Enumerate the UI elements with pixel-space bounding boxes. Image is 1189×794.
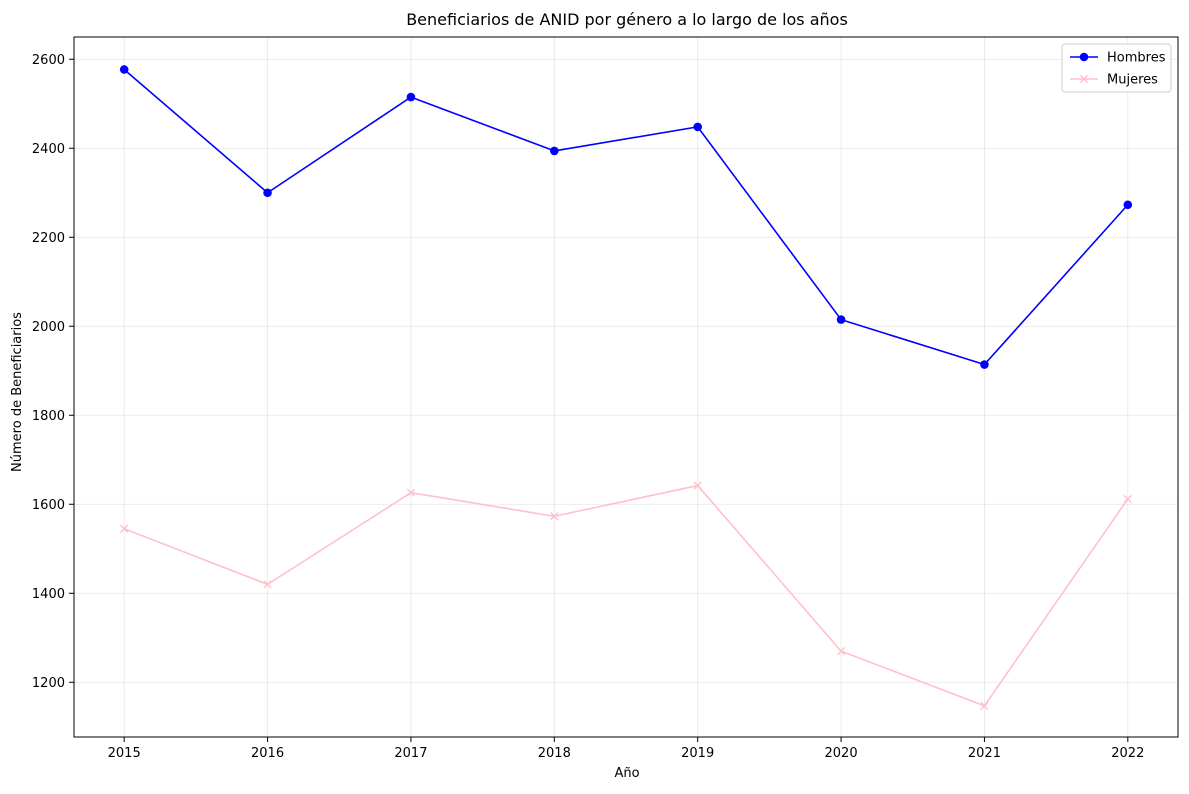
series-line xyxy=(123,484,1129,707)
x-tick-label: 2018 xyxy=(538,746,571,761)
x-tick-label: 2022 xyxy=(1111,746,1144,761)
x-tick-label: 2019 xyxy=(681,746,714,761)
data-point xyxy=(406,488,416,497)
x-tick-label: 2021 xyxy=(968,746,1001,761)
legend-label: Mujeres xyxy=(1107,73,1158,88)
y-tick-label: 2000 xyxy=(32,320,65,335)
y-tick-label: 2400 xyxy=(32,142,65,157)
y-tick-label: 1600 xyxy=(32,498,65,513)
legend-entry-mujeres: Mujeres xyxy=(1070,73,1158,88)
data-point xyxy=(1123,494,1132,504)
y-tick-label: 1800 xyxy=(32,409,65,424)
y-tick-label: 1200 xyxy=(32,676,65,691)
legend-label: Hombres xyxy=(1107,51,1166,66)
series-layer xyxy=(119,65,1133,710)
x-marker-stroke xyxy=(263,580,272,589)
x-marker-stroke xyxy=(1123,494,1132,504)
data-point xyxy=(263,188,272,198)
x-marker-stroke xyxy=(836,647,846,656)
data-point xyxy=(980,701,989,710)
x-marker-stroke xyxy=(406,488,416,497)
axes: 2015 2016 2017 2018 2019 2020 2021 2022 1200 1400… xyxy=(32,36,1179,761)
data-point xyxy=(550,512,559,521)
data-point xyxy=(836,315,846,324)
y-tick-label: 2600 xyxy=(32,53,65,68)
x-marker-stroke xyxy=(693,481,702,490)
legend-marker xyxy=(1079,74,1089,84)
x-axis-label: Año xyxy=(614,766,639,781)
series-mujeres xyxy=(120,481,1132,710)
data-point xyxy=(693,481,702,490)
x-tick-label: 2016 xyxy=(251,746,284,761)
data-point xyxy=(836,647,846,656)
x-tick-label: 2017 xyxy=(394,746,427,761)
legend-marker xyxy=(1079,52,1089,62)
legend-entry-hombres: Hombres xyxy=(1070,51,1166,66)
legend: Hombres Mujeres xyxy=(1061,43,1172,93)
data-point xyxy=(263,580,272,589)
grid xyxy=(74,37,1178,737)
data-point xyxy=(406,92,416,102)
y-axis-label: Número de Beneficiarios xyxy=(10,312,25,472)
legend-box xyxy=(1061,43,1172,93)
x-tick-label: 2020 xyxy=(825,746,858,761)
data-point xyxy=(980,360,989,369)
x-tick-label: 2015 xyxy=(108,746,141,761)
data-point xyxy=(120,524,129,533)
x-marker-stroke xyxy=(120,524,129,533)
series-hombres xyxy=(119,65,1133,369)
plot-frame xyxy=(73,36,1179,738)
series-line xyxy=(123,68,1129,366)
x-marker-stroke xyxy=(550,512,559,521)
x-marker-stroke xyxy=(980,701,989,710)
data-point xyxy=(550,146,559,156)
data-point xyxy=(693,122,702,132)
data-point xyxy=(119,65,129,74)
chart-title: Beneficiarios de ANID por género a lo la… xyxy=(406,10,848,29)
y-tick-label: 2200 xyxy=(32,231,65,246)
y-tick-label: 1400 xyxy=(32,587,65,602)
data-point xyxy=(1123,200,1133,210)
